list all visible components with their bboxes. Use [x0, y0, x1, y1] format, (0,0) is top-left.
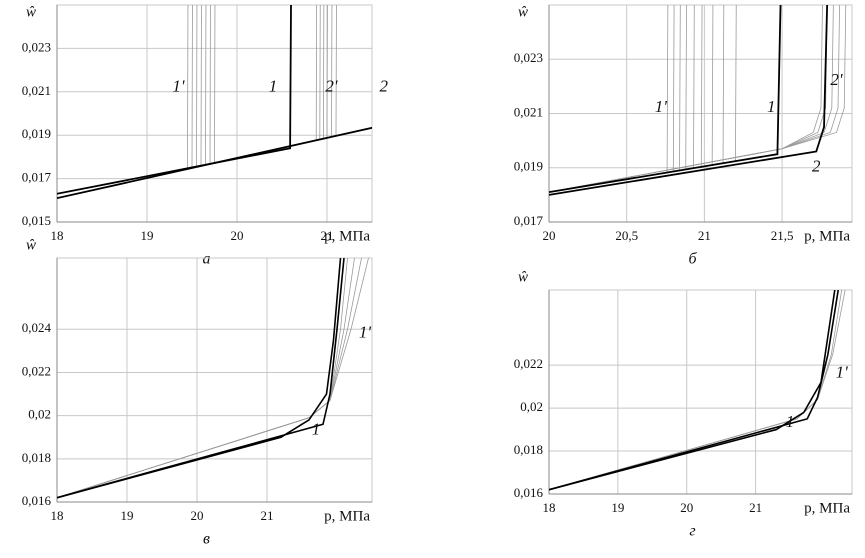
curve	[549, 5, 782, 194]
x-tick-label: 21,5	[771, 228, 794, 243]
curve	[549, 5, 834, 193]
caption: г	[689, 523, 695, 540]
curve	[57, 5, 216, 199]
curve	[549, 5, 828, 193]
curve	[549, 290, 840, 491]
x-tick-label: 19	[611, 500, 624, 515]
curve-label: 1'	[836, 363, 849, 382]
x-tick-label: 21	[321, 228, 334, 243]
caption: в	[203, 531, 210, 548]
y-axis-label: ŵ	[26, 237, 36, 253]
y-tick-label: 0,022	[514, 356, 543, 371]
panel: 0,015 0,017 0,019 0,021 0,023 18 19 20 21 1' 1 2' 2 ŵ…	[22, 4, 389, 268]
y-tick-label: 0,023	[22, 39, 51, 54]
curve	[549, 290, 839, 491]
x-tick-label: 20	[543, 228, 556, 243]
curve	[57, 5, 292, 195]
y-tick-label: 0,019	[514, 159, 543, 174]
curve	[549, 290, 846, 491]
curve	[549, 5, 737, 193]
panel: 0,016 0,018 0,02 0,022 0,024 18 19 20 21 1' 1 ŵ p, М…	[22, 237, 373, 548]
y-tick-label: 0,019	[22, 126, 51, 141]
curve-label: 2	[379, 76, 388, 95]
curve-label: 1'	[172, 76, 185, 95]
curve	[57, 258, 345, 499]
curve	[549, 5, 695, 193]
curve	[549, 5, 703, 193]
x-tick-label: 20,5	[615, 228, 638, 243]
x-tick-label: 21	[749, 500, 762, 515]
y-axis-label: ŵ	[518, 4, 528, 20]
curve-label: 1	[786, 412, 795, 431]
y-tick-label: 0,016	[514, 485, 544, 500]
x-axis-label: p, МПа	[804, 228, 850, 244]
x-tick-label: 20	[680, 500, 693, 515]
y-tick-label: 0,018	[22, 450, 51, 465]
x-tick-label: 21	[698, 228, 711, 243]
curve	[57, 258, 369, 499]
curve	[57, 258, 345, 499]
y-tick-label: 0,015	[22, 213, 51, 228]
y-tick-label: 0,022	[22, 363, 51, 378]
caption: б	[688, 251, 697, 268]
x-tick-label: 18	[51, 508, 64, 523]
x-axis-label: p, МПа	[324, 228, 370, 244]
y-tick-label: 0,021	[514, 104, 543, 119]
curve-label: 2'	[325, 76, 338, 95]
curve-label: 1'	[359, 322, 372, 341]
plot-frame	[56, 257, 373, 503]
curve	[57, 258, 342, 499]
x-tick-label: 20	[231, 228, 244, 243]
curve	[57, 126, 372, 200]
x-tick-label: 18	[51, 228, 64, 243]
y-tick-label: 0,016	[22, 493, 52, 508]
y-axis-label: ŵ	[518, 269, 528, 285]
curve	[57, 5, 198, 199]
y-axis-label: ŵ	[26, 4, 36, 20]
plot-frame	[548, 289, 853, 495]
curve-label: 1	[312, 420, 321, 439]
curve	[57, 5, 193, 199]
y-tick-label: 0,017	[22, 170, 52, 185]
curve	[549, 5, 847, 193]
x-tick-label: 20	[191, 508, 204, 523]
panel: 0,017 0,019 0,021 0,023 20 20,5 21 21,5 1' 1 2' 2 ŵ p…	[514, 4, 853, 268]
y-tick-label: 0,02	[520, 399, 543, 414]
curve	[57, 258, 348, 499]
curve	[549, 290, 843, 491]
curve-label: 1'	[655, 97, 668, 116]
x-tick-label: 21	[261, 508, 274, 523]
curve-label: 1	[767, 97, 776, 116]
y-tick-label: 0,018	[514, 442, 543, 457]
curve	[549, 290, 836, 491]
x-axis-label: p, МПа	[804, 500, 850, 516]
caption: а	[203, 251, 211, 268]
x-tick-label: 18	[543, 500, 556, 515]
y-tick-label: 0,024	[22, 320, 52, 335]
curve	[57, 258, 362, 499]
x-tick-label: 19	[141, 228, 154, 243]
curve	[549, 5, 829, 196]
y-tick-label: 0,021	[22, 83, 51, 98]
curve	[549, 5, 669, 193]
y-tick-label: 0,017	[514, 213, 544, 228]
curve-label: 2	[812, 157, 821, 176]
curve-label: 2'	[830, 70, 843, 89]
y-tick-label: 0,02	[28, 407, 51, 422]
curve-label: 1	[269, 76, 278, 95]
x-axis-label: p, МПа	[324, 508, 370, 524]
x-tick-label: 19	[121, 508, 134, 523]
y-tick-label: 0,023	[514, 50, 543, 65]
curve	[57, 5, 189, 199]
curve	[549, 5, 714, 193]
curve	[57, 258, 355, 499]
panel: 0,016 0,018 0,02 0,022 18 19 20 21 1' 1 ŵ p, МПа г	[514, 269, 853, 540]
